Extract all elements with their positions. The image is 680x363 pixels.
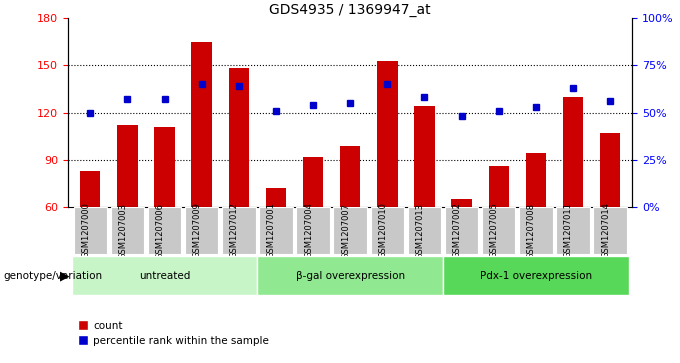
FancyBboxPatch shape [111, 207, 144, 254]
FancyBboxPatch shape [296, 207, 330, 254]
Bar [600, 133, 620, 207]
Text: ▶: ▶ [60, 269, 69, 282]
FancyBboxPatch shape [443, 256, 629, 295]
Bar [526, 154, 546, 207]
FancyBboxPatch shape [333, 207, 367, 254]
FancyBboxPatch shape [222, 207, 256, 254]
Text: GSM1207002: GSM1207002 [453, 203, 462, 258]
Bar [266, 188, 286, 207]
Bar [228, 69, 249, 207]
Bar [340, 146, 360, 207]
Text: GSM1207012: GSM1207012 [230, 203, 239, 258]
Bar [303, 156, 323, 207]
Bar [414, 106, 435, 207]
Bar [117, 125, 137, 207]
FancyBboxPatch shape [482, 207, 515, 254]
Bar [452, 199, 472, 207]
FancyBboxPatch shape [73, 207, 107, 254]
Text: GSM1207014: GSM1207014 [601, 203, 610, 258]
Bar [563, 97, 583, 207]
Bar [80, 171, 101, 207]
Text: GSM1207004: GSM1207004 [304, 203, 313, 258]
Text: GSM1207000: GSM1207000 [82, 203, 90, 258]
FancyBboxPatch shape [594, 207, 627, 254]
FancyBboxPatch shape [71, 256, 257, 295]
Text: GSM1207011: GSM1207011 [564, 203, 573, 258]
Text: untreated: untreated [139, 271, 190, 281]
Text: GSM1207001: GSM1207001 [267, 203, 276, 258]
Text: GSM1207007: GSM1207007 [341, 203, 350, 258]
FancyBboxPatch shape [259, 207, 292, 254]
Bar [192, 42, 212, 207]
Text: GSM1207010: GSM1207010 [378, 203, 388, 258]
Text: GSM1207008: GSM1207008 [527, 203, 536, 258]
Text: β-gal overexpression: β-gal overexpression [296, 271, 405, 281]
Title: GDS4935 / 1369947_at: GDS4935 / 1369947_at [269, 3, 431, 17]
Bar [154, 127, 175, 207]
Text: Pdx-1 overexpression: Pdx-1 overexpression [480, 271, 592, 281]
FancyBboxPatch shape [371, 207, 404, 254]
FancyBboxPatch shape [257, 256, 443, 295]
Text: GSM1207006: GSM1207006 [156, 203, 165, 258]
Text: GSM1207013: GSM1207013 [415, 203, 424, 258]
Bar [377, 61, 398, 207]
FancyBboxPatch shape [556, 207, 590, 254]
FancyBboxPatch shape [519, 207, 553, 254]
FancyBboxPatch shape [185, 207, 218, 254]
Text: genotype/variation: genotype/variation [3, 271, 103, 281]
Bar [488, 166, 509, 207]
FancyBboxPatch shape [148, 207, 182, 254]
Text: GSM1207003: GSM1207003 [118, 203, 127, 258]
Text: GSM1207005: GSM1207005 [490, 203, 498, 258]
Text: GSM1207009: GSM1207009 [192, 203, 202, 258]
FancyBboxPatch shape [445, 207, 478, 254]
Legend: count, percentile rank within the sample: count, percentile rank within the sample [73, 317, 273, 351]
FancyBboxPatch shape [408, 207, 441, 254]
